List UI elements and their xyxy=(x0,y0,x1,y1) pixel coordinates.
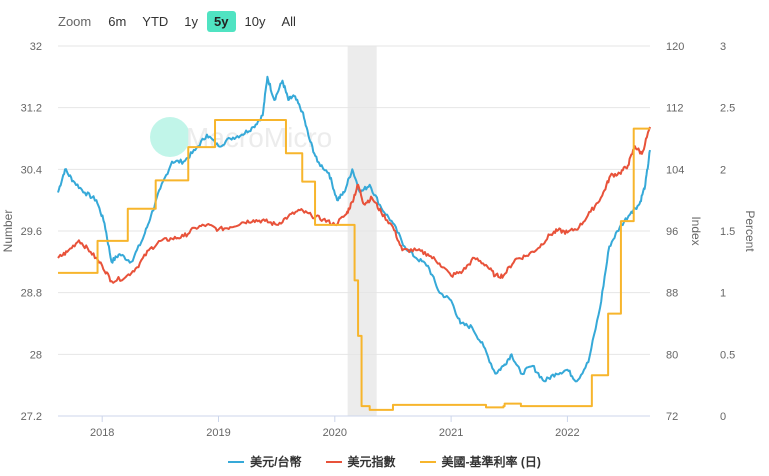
legend-swatch xyxy=(419,460,436,463)
zoom-all-button[interactable]: All xyxy=(281,14,296,29)
left-tick-label: 27.2 xyxy=(21,411,42,423)
legend-swatch xyxy=(325,460,342,463)
index-tick-label: 88 xyxy=(666,288,678,300)
fed-rate-line xyxy=(58,119,650,411)
legend-label: 美元/台幣 xyxy=(250,455,302,469)
left-tick-label: 30.4 xyxy=(21,164,42,176)
left-tick-label: 28.8 xyxy=(21,288,42,300)
zoom-ytd-button[interactable]: YTD xyxy=(142,14,169,29)
x-tick-label: 2018 xyxy=(90,427,114,439)
percent-axis-title: Percent xyxy=(743,210,757,252)
index-tick-label: 112 xyxy=(666,103,684,115)
zoom-6m-button[interactable]: 6m xyxy=(108,14,127,29)
zoom-1y-button[interactable]: 1y xyxy=(184,14,199,29)
left-tick-label: 29.6 xyxy=(21,226,42,238)
legend-item-usd-twd[interactable]: 美元/台幣 xyxy=(228,453,302,470)
legend: 美元/台幣 美元指數 美國-基準利率 (日) xyxy=(0,453,769,470)
percent-tick-label: 1 xyxy=(720,288,726,300)
index-tick-label: 120 xyxy=(666,41,684,53)
legend-label: 美元指數 xyxy=(347,455,396,469)
left-tick-label: 31.2 xyxy=(21,103,42,115)
left-tick-label: 28 xyxy=(30,349,42,361)
left-tick-label: 32 xyxy=(30,41,42,53)
legend-label: 美國-基準利率 (日) xyxy=(441,455,541,469)
zoom-label: Zoom xyxy=(58,14,92,29)
legend-swatch xyxy=(228,460,245,463)
zoom-5y-button[interactable]: 5y xyxy=(207,11,236,32)
x-tick-label: 2021 xyxy=(439,427,463,439)
index-tick-label: 104 xyxy=(666,164,684,176)
dxy-line xyxy=(57,126,651,284)
x-tick-label: 2020 xyxy=(323,427,347,439)
percent-tick-label: 3 xyxy=(720,41,726,53)
usd-twd-line xyxy=(57,75,651,383)
percent-tick-label: 2 xyxy=(720,164,726,176)
percent-tick-label: 0.5 xyxy=(720,349,735,361)
percent-tick-label: 2.5 xyxy=(720,103,735,115)
index-axis-title: Index xyxy=(689,216,703,245)
index-tick-label: 96 xyxy=(666,226,678,238)
x-tick-label: 2019 xyxy=(206,427,230,439)
zoom-range-selector: Zoom 6m YTD 1y 5y 10y All xyxy=(58,11,305,32)
index-tick-label: 72 xyxy=(666,411,678,423)
zoom-10y-button[interactable]: 10y xyxy=(244,14,266,29)
left-axis-title: Number xyxy=(1,210,15,253)
watermark-logo: MacroMicro xyxy=(150,117,332,157)
percent-tick-label: 1.5 xyxy=(720,226,735,238)
percent-tick-label: 0 xyxy=(720,411,726,423)
index-tick-label: 80 xyxy=(666,349,678,361)
legend-item-fed-rate[interactable]: 美國-基準利率 (日) xyxy=(419,453,541,470)
x-tick-label: 2022 xyxy=(555,427,579,439)
legend-item-dxy[interactable]: 美元指數 xyxy=(325,453,396,470)
